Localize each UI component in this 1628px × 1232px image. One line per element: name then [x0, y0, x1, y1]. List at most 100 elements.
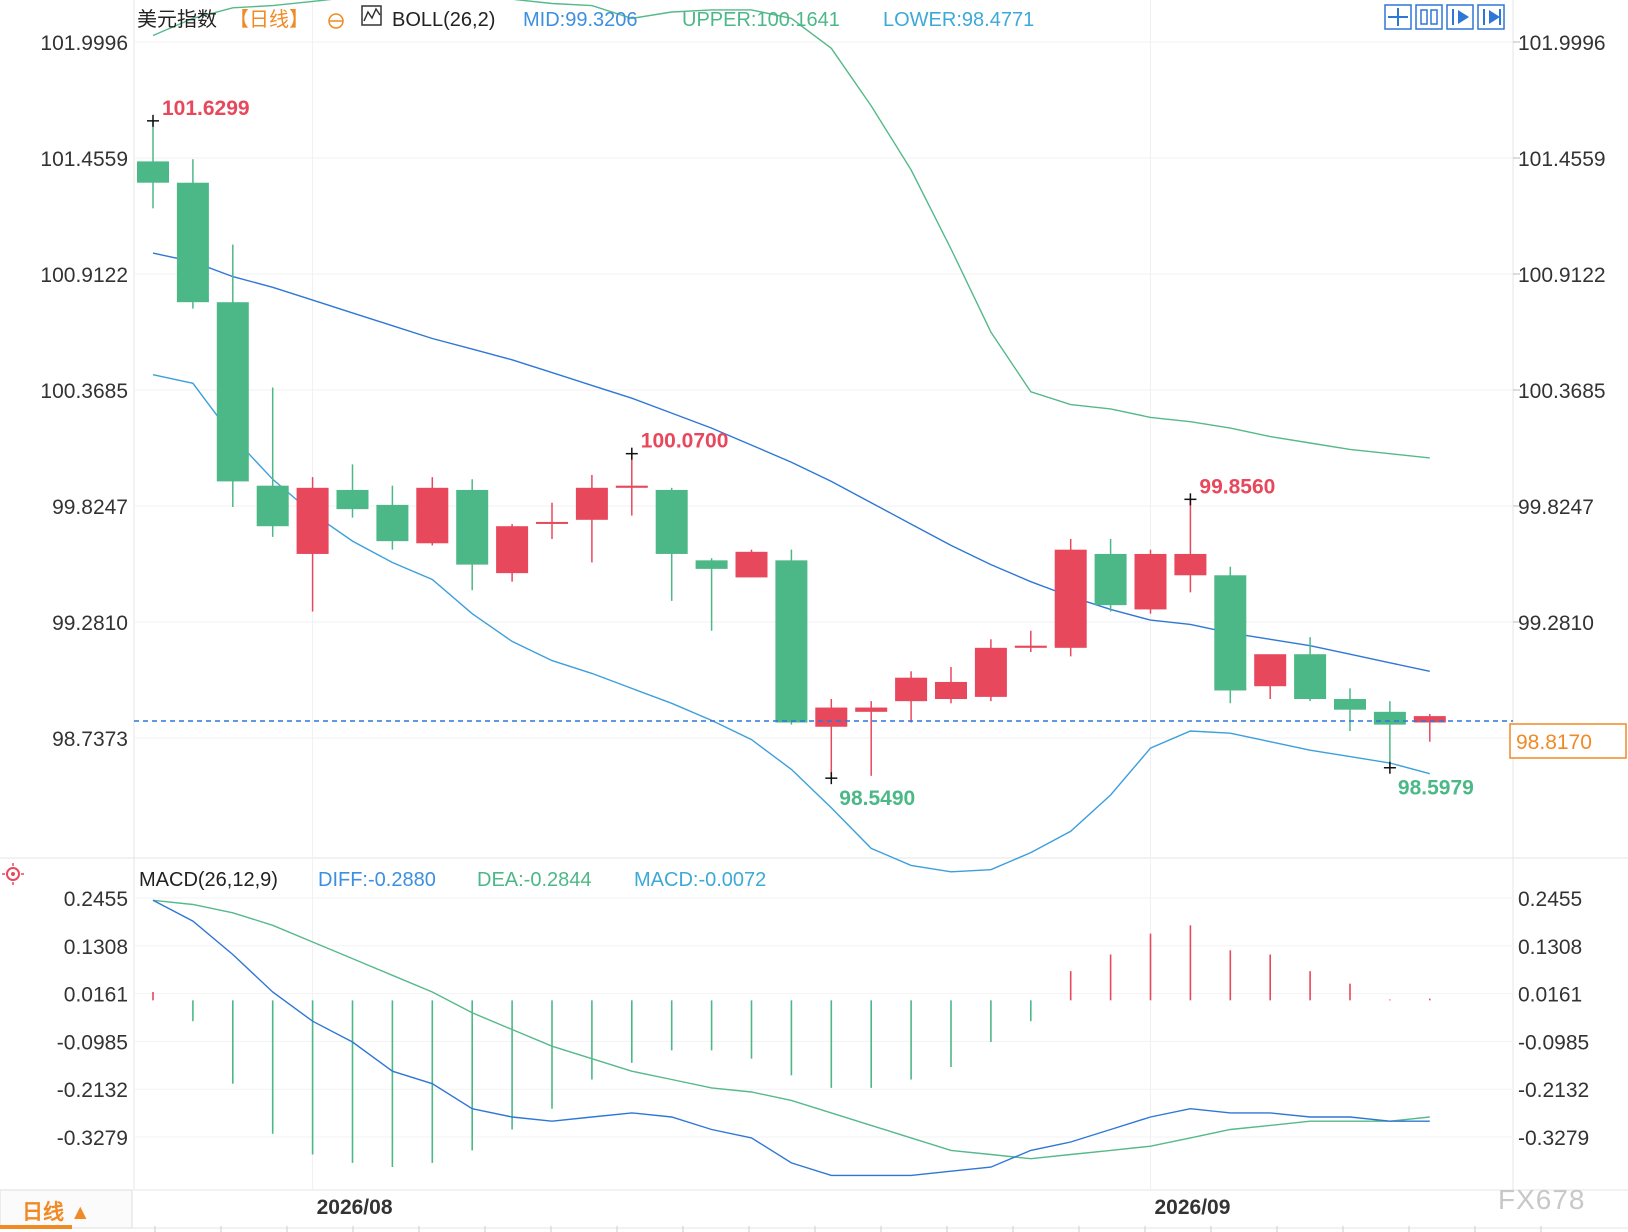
chart-header: 美元指数 【日线】 BOLL(26,2) MID:99.3206 UPPER:1… — [137, 5, 1034, 31]
candle — [1134, 549, 1167, 614]
macd-panel — [152, 899, 1431, 1177]
candle — [496, 524, 529, 582]
current-price-label: 98.8170 — [1516, 731, 1592, 754]
y-tick-label-left: 99.2810 — [52, 612, 128, 635]
candle — [416, 477, 449, 546]
zoom-in-icon[interactable] — [1415, 4, 1443, 30]
macd-tick-label-right: -0.0985 — [1518, 1031, 1589, 1054]
candle — [137, 120, 169, 209]
mark-label: 101.6299 — [162, 97, 250, 120]
macd-tick-label-left: 0.1308 — [64, 936, 128, 959]
mark-label: 100.0700 — [641, 430, 729, 453]
candle-body — [496, 526, 529, 574]
candle-body — [296, 487, 329, 554]
candle-body — [1214, 575, 1247, 691]
candle — [536, 502, 568, 540]
candle — [695, 558, 728, 631]
y-tick-label-right: 100.3685 — [1518, 380, 1606, 403]
y-tick-label-right: 99.2810 — [1518, 612, 1594, 635]
candle — [456, 479, 489, 591]
y-axis-left: 101.9996 101.4559 100.9122 100.3685 99.8247 9… — [40, 32, 128, 751]
candle-body — [1174, 553, 1207, 576]
candle-body — [1094, 553, 1127, 606]
candle — [775, 549, 808, 725]
candle — [815, 699, 848, 778]
candle-body — [855, 707, 888, 712]
macd-tick-label-left: 0.2455 — [64, 888, 128, 911]
candle — [615, 453, 648, 516]
candle-body — [575, 487, 608, 520]
y-tick-label-left: 99.8247 — [52, 496, 128, 519]
candlesticks — [137, 120, 1446, 778]
candle — [376, 485, 409, 550]
indicator-chart-icon[interactable] — [361, 5, 382, 26]
y-tick-label-left: 100.9122 — [40, 264, 128, 287]
candle — [1014, 630, 1047, 653]
current-price-box — [1509, 723, 1627, 759]
candle-body — [1334, 699, 1366, 710]
sun-settings-icon[interactable] — [2, 863, 24, 885]
candle-body — [416, 487, 449, 544]
candle — [336, 464, 369, 518]
candle-body — [1014, 645, 1047, 648]
boll-mid-value: MID:99.3206 — [523, 9, 638, 31]
candle — [1334, 688, 1366, 732]
macd-tick-label-left: -0.0985 — [57, 1031, 128, 1054]
settings-circle-icon[interactable] — [328, 13, 344, 29]
candle-body — [1054, 549, 1087, 648]
candle-body — [1413, 716, 1446, 723]
play-icon[interactable] — [1446, 4, 1474, 30]
candle — [256, 387, 289, 537]
candle — [655, 487, 688, 601]
y-tick-label-left: 101.9996 — [40, 32, 128, 55]
period-tag[interactable]: 【日线】 — [229, 8, 309, 31]
macd-y-axis-left: 0.2455 0.1308 0.0161 -0.0985 -0.2132 -0.3279 — [57, 888, 1513, 1150]
candle-body — [775, 560, 808, 723]
boll-upper-line — [152, 0, 1430, 459]
macd-tick-label-right: -0.3279 — [1518, 1127, 1589, 1150]
boll-label: BOLL(26,2) — [392, 9, 495, 31]
candle-body — [1373, 711, 1406, 725]
crosshair-icon[interactable] — [1384, 4, 1412, 30]
period-tab-label: 日线 ▲ — [22, 1200, 91, 1224]
mark-label: 98.5979 — [1398, 777, 1474, 800]
grid-lines — [134, 0, 1513, 1190]
candle — [1214, 566, 1247, 704]
candle-body — [256, 485, 289, 527]
macd-tick-label-right: -0.2132 — [1518, 1079, 1589, 1102]
candle-body — [376, 504, 409, 542]
x-axis-label: 2026/09 — [1155, 1196, 1231, 1219]
candle — [296, 477, 329, 612]
candle-body — [536, 521, 568, 524]
macd-tick-label-right: 0.0161 — [1518, 984, 1582, 1007]
boll-lower-line — [152, 374, 1430, 873]
candle — [216, 244, 249, 508]
candle-body — [895, 677, 928, 702]
current-price-line: 98.8170 — [134, 720, 1627, 759]
watermark: FX678 — [1498, 1184, 1586, 1215]
y-tick-label-right: 100.9122 — [1518, 264, 1606, 287]
y-tick-label-right: 99.8247 — [1518, 496, 1594, 519]
macd-dea-line — [152, 899, 1430, 1160]
period-tab[interactable]: 日线 ▲ — [0, 1189, 133, 1229]
candle — [575, 475, 608, 563]
candle — [1294, 637, 1327, 702]
candle-body — [1254, 654, 1287, 687]
candle — [895, 671, 928, 723]
candle-body — [137, 161, 169, 183]
candle — [1174, 498, 1207, 593]
candle — [1094, 539, 1127, 612]
mark-label: 98.5490 — [839, 787, 915, 810]
candle-body — [974, 647, 1007, 697]
candle-body — [1294, 654, 1327, 700]
candle — [176, 159, 209, 309]
chart-toolbar — [1384, 4, 1505, 30]
macd-y-axis-right: 0.2455 0.1308 0.0161 -0.0985 -0.2132 -0.3279 — [1518, 888, 1589, 1150]
candle-body — [336, 489, 369, 510]
candle-body — [935, 681, 967, 700]
high-low-marks: 101.6299 100.0700 99.8560 98.5490 98.5979 — [147, 97, 1474, 810]
next-icon[interactable] — [1477, 4, 1505, 30]
macd-tick-label-left: -0.2132 — [57, 1079, 128, 1102]
